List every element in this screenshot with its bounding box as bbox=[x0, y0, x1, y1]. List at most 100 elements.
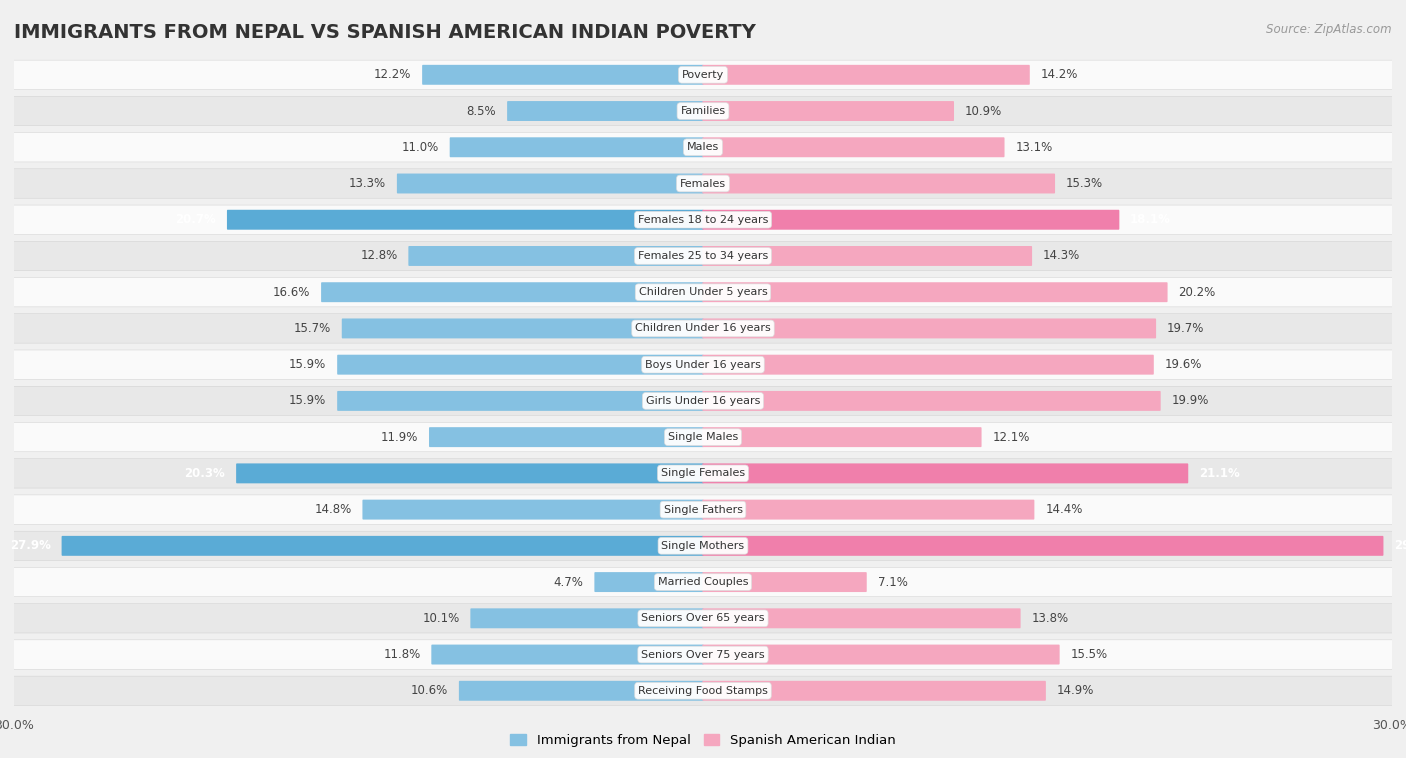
Text: Seniors Over 65 years: Seniors Over 65 years bbox=[641, 613, 765, 623]
Text: 14.2%: 14.2% bbox=[1040, 68, 1078, 81]
FancyBboxPatch shape bbox=[703, 536, 1384, 556]
FancyBboxPatch shape bbox=[408, 246, 703, 266]
Text: 13.8%: 13.8% bbox=[1032, 612, 1069, 625]
FancyBboxPatch shape bbox=[703, 246, 1032, 266]
FancyBboxPatch shape bbox=[422, 65, 703, 85]
Text: Source: ZipAtlas.com: Source: ZipAtlas.com bbox=[1267, 23, 1392, 36]
Text: Single Females: Single Females bbox=[661, 468, 745, 478]
FancyBboxPatch shape bbox=[13, 314, 1393, 343]
FancyBboxPatch shape bbox=[432, 644, 703, 665]
FancyBboxPatch shape bbox=[703, 101, 955, 121]
Text: Boys Under 16 years: Boys Under 16 years bbox=[645, 360, 761, 370]
Text: 10.1%: 10.1% bbox=[422, 612, 460, 625]
Text: Poverty: Poverty bbox=[682, 70, 724, 80]
Text: Children Under 16 years: Children Under 16 years bbox=[636, 324, 770, 334]
Text: 15.9%: 15.9% bbox=[290, 394, 326, 407]
Text: 14.3%: 14.3% bbox=[1043, 249, 1080, 262]
Text: 20.7%: 20.7% bbox=[176, 213, 217, 226]
Text: 15.7%: 15.7% bbox=[294, 322, 330, 335]
Text: Single Males: Single Males bbox=[668, 432, 738, 442]
FancyBboxPatch shape bbox=[703, 644, 1060, 665]
Text: 7.1%: 7.1% bbox=[877, 575, 907, 588]
FancyBboxPatch shape bbox=[703, 463, 1188, 484]
FancyBboxPatch shape bbox=[595, 572, 703, 592]
FancyBboxPatch shape bbox=[13, 531, 1393, 560]
FancyBboxPatch shape bbox=[13, 277, 1393, 307]
Text: Males: Males bbox=[688, 143, 718, 152]
Text: 18.1%: 18.1% bbox=[1130, 213, 1171, 226]
Text: IMMIGRANTS FROM NEPAL VS SPANISH AMERICAN INDIAN POVERTY: IMMIGRANTS FROM NEPAL VS SPANISH AMERICA… bbox=[14, 23, 756, 42]
FancyBboxPatch shape bbox=[337, 391, 703, 411]
Text: 11.8%: 11.8% bbox=[384, 648, 420, 661]
Text: 13.3%: 13.3% bbox=[349, 177, 387, 190]
FancyBboxPatch shape bbox=[13, 422, 1393, 452]
Text: 19.6%: 19.6% bbox=[1164, 359, 1202, 371]
Text: 15.5%: 15.5% bbox=[1070, 648, 1108, 661]
FancyBboxPatch shape bbox=[62, 536, 703, 556]
FancyBboxPatch shape bbox=[236, 463, 703, 484]
FancyBboxPatch shape bbox=[13, 495, 1393, 525]
FancyBboxPatch shape bbox=[703, 609, 1021, 628]
FancyBboxPatch shape bbox=[703, 572, 866, 592]
FancyBboxPatch shape bbox=[226, 210, 703, 230]
Text: Receiving Food Stamps: Receiving Food Stamps bbox=[638, 686, 768, 696]
FancyBboxPatch shape bbox=[13, 459, 1393, 488]
FancyBboxPatch shape bbox=[703, 137, 1004, 157]
Text: 21.1%: 21.1% bbox=[1199, 467, 1240, 480]
FancyBboxPatch shape bbox=[703, 681, 1046, 700]
FancyBboxPatch shape bbox=[321, 282, 703, 302]
Text: 10.9%: 10.9% bbox=[965, 105, 1002, 117]
FancyBboxPatch shape bbox=[13, 96, 1393, 126]
Text: 29.6%: 29.6% bbox=[1395, 540, 1406, 553]
Text: Married Couples: Married Couples bbox=[658, 577, 748, 587]
FancyBboxPatch shape bbox=[13, 205, 1393, 234]
FancyBboxPatch shape bbox=[363, 500, 703, 519]
Text: Children Under 5 years: Children Under 5 years bbox=[638, 287, 768, 297]
Text: 12.2%: 12.2% bbox=[374, 68, 412, 81]
FancyBboxPatch shape bbox=[703, 210, 1119, 230]
Text: 20.3%: 20.3% bbox=[184, 467, 225, 480]
Text: 15.9%: 15.9% bbox=[290, 359, 326, 371]
FancyBboxPatch shape bbox=[703, 65, 1029, 85]
Text: 4.7%: 4.7% bbox=[554, 575, 583, 588]
FancyBboxPatch shape bbox=[396, 174, 703, 193]
Text: Females 18 to 24 years: Females 18 to 24 years bbox=[638, 215, 768, 224]
FancyBboxPatch shape bbox=[13, 568, 1393, 597]
FancyBboxPatch shape bbox=[342, 318, 703, 338]
Text: 12.8%: 12.8% bbox=[360, 249, 398, 262]
Text: 20.2%: 20.2% bbox=[1178, 286, 1216, 299]
FancyBboxPatch shape bbox=[703, 391, 1161, 411]
Text: 14.8%: 14.8% bbox=[315, 503, 352, 516]
FancyBboxPatch shape bbox=[471, 609, 703, 628]
Text: 15.3%: 15.3% bbox=[1066, 177, 1102, 190]
Text: 11.9%: 11.9% bbox=[381, 431, 418, 443]
FancyBboxPatch shape bbox=[13, 640, 1393, 669]
Text: 11.0%: 11.0% bbox=[402, 141, 439, 154]
Text: 8.5%: 8.5% bbox=[467, 105, 496, 117]
Text: 10.6%: 10.6% bbox=[411, 684, 449, 697]
Legend: Immigrants from Nepal, Spanish American Indian: Immigrants from Nepal, Spanish American … bbox=[505, 728, 901, 752]
Text: 16.6%: 16.6% bbox=[273, 286, 311, 299]
FancyBboxPatch shape bbox=[450, 137, 703, 157]
FancyBboxPatch shape bbox=[13, 241, 1393, 271]
Text: Females: Females bbox=[681, 178, 725, 189]
FancyBboxPatch shape bbox=[337, 355, 703, 374]
FancyBboxPatch shape bbox=[13, 60, 1393, 89]
FancyBboxPatch shape bbox=[703, 174, 1054, 193]
FancyBboxPatch shape bbox=[429, 428, 703, 447]
FancyBboxPatch shape bbox=[508, 101, 703, 121]
FancyBboxPatch shape bbox=[13, 603, 1393, 633]
Text: Females 25 to 34 years: Females 25 to 34 years bbox=[638, 251, 768, 261]
FancyBboxPatch shape bbox=[13, 169, 1393, 198]
Text: 13.1%: 13.1% bbox=[1015, 141, 1053, 154]
Text: Seniors Over 75 years: Seniors Over 75 years bbox=[641, 650, 765, 659]
Text: Girls Under 16 years: Girls Under 16 years bbox=[645, 396, 761, 406]
Text: 14.9%: 14.9% bbox=[1057, 684, 1094, 697]
Text: 14.4%: 14.4% bbox=[1045, 503, 1083, 516]
FancyBboxPatch shape bbox=[13, 387, 1393, 415]
Text: Single Fathers: Single Fathers bbox=[664, 505, 742, 515]
Text: 12.1%: 12.1% bbox=[993, 431, 1029, 443]
FancyBboxPatch shape bbox=[703, 355, 1154, 374]
FancyBboxPatch shape bbox=[703, 500, 1035, 519]
FancyBboxPatch shape bbox=[13, 676, 1393, 706]
